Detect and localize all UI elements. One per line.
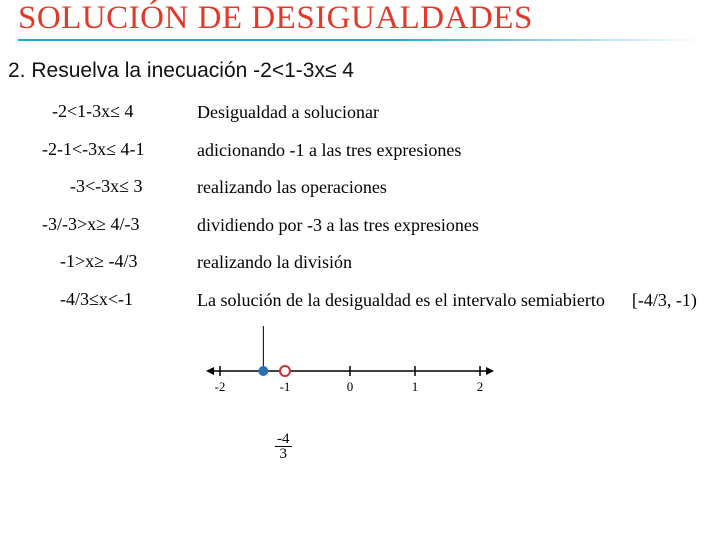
fraction-numerator: -4 — [275, 432, 292, 447]
fraction-denominator: 3 — [275, 447, 292, 461]
step-row: -1>x≥ -4/3 realizando la división — [42, 251, 696, 274]
step-expression: -4/3≤x<-1 — [42, 289, 197, 310]
slide: SOLUCIÓN DE DESIGUALDADES 2. Resuelva la… — [0, 0, 720, 540]
step-description: Desigualdad a solucionar — [197, 101, 696, 124]
problem-statement: 2. Resuelva la inecuación -2<1-3x≤ 4 — [0, 49, 720, 83]
step-expression: -3/-3>x≥ 4/-3 — [42, 214, 197, 235]
svg-text:2: 2 — [477, 379, 484, 394]
step-expression: -3<-3x≤ 3 — [42, 176, 197, 197]
step-description: realizando la división — [197, 251, 696, 274]
step-description: La solución de la desigualdad es el inte… — [197, 289, 697, 312]
number-line-svg: -2 -1 0 1 2 — [200, 326, 500, 401]
step-row: -3/-3>x≥ 4/-3 dividiendo por -3 a las tr… — [42, 214, 696, 237]
svg-text:0: 0 — [347, 379, 354, 394]
step-description: dividiendo por -3 a las tres expresiones — [197, 214, 696, 237]
step-row: -2-1<-3x≤ 4-1 adicionando -1 a las tres … — [42, 139, 696, 162]
svg-text:-2: -2 — [215, 379, 226, 394]
page-title: SOLUCIÓN DE DESIGUALDADES — [18, 0, 702, 37]
step-row: -4/3≤x<-1 La solución de la desigualdad … — [42, 289, 696, 312]
title-block: SOLUCIÓN DE DESIGUALDADES — [0, 0, 720, 49]
step-row: -2<1-3x≤ 4 Desigualdad a solucionar — [42, 101, 696, 124]
problem-number: 2. — [8, 59, 31, 82]
step-row: -3<-3x≤ 3 realizando las operaciones — [42, 176, 696, 199]
svg-text:-1: -1 — [280, 379, 291, 394]
step-expression: -2<1-3x≤ 4 — [42, 101, 197, 122]
number-line: -2 -1 0 1 2 — [200, 326, 500, 406]
step-description: realizando las operaciones — [197, 176, 696, 199]
step-expression: -2-1<-3x≤ 4-1 — [42, 139, 197, 160]
title-underline — [18, 39, 702, 41]
step-expression: -1>x≥ -4/3 — [42, 251, 197, 272]
fraction-label: -4 3 — [275, 432, 292, 462]
step-description: adicionando -1 a las tres expresiones — [197, 139, 696, 162]
problem-text: Resuelva la inecuación -2<1-3x≤ 4 — [31, 59, 354, 82]
steps-table: -2<1-3x≤ 4 Desigualdad a solucionar -2-1… — [0, 83, 720, 311]
svg-text:1: 1 — [412, 379, 419, 394]
